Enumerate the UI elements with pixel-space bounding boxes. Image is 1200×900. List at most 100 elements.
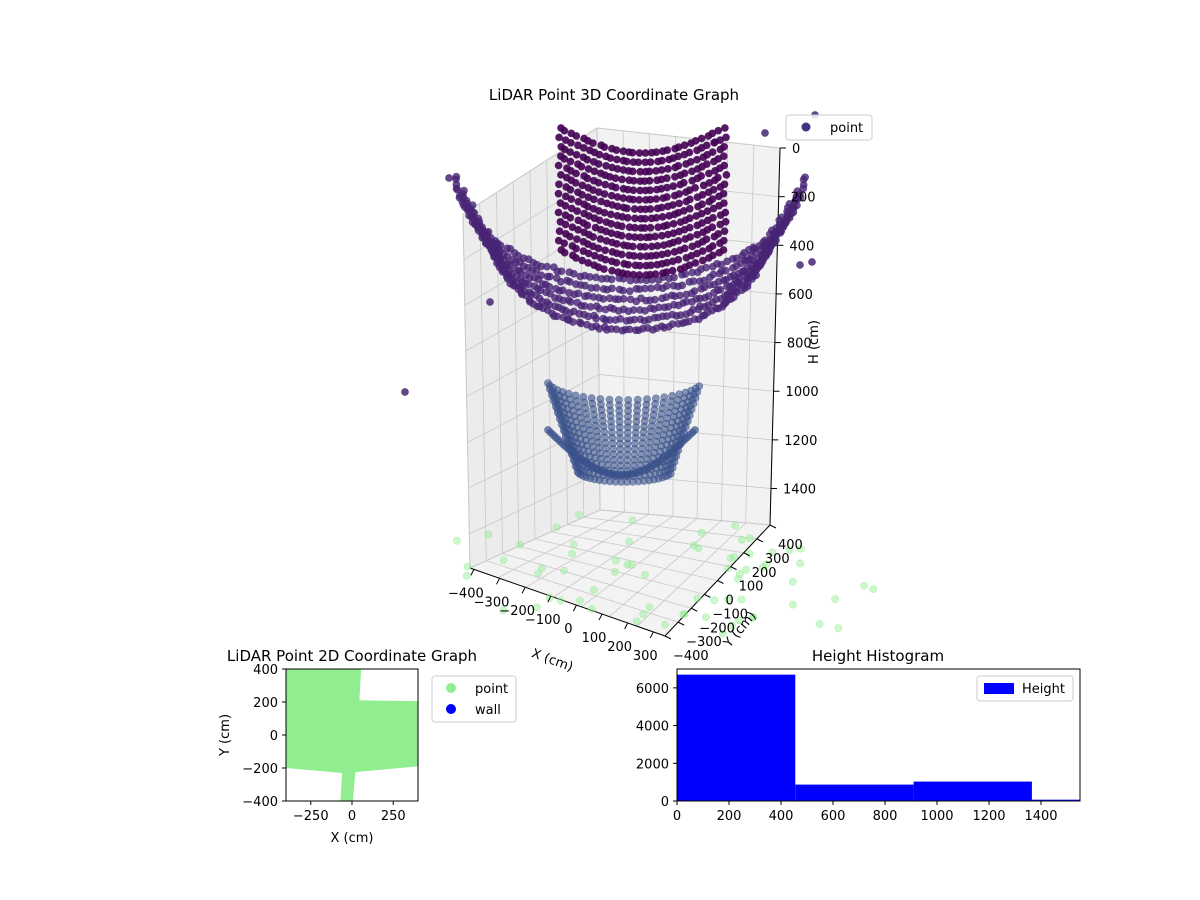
- histogram-ytick: 0: [661, 795, 669, 810]
- floor-point: [632, 617, 641, 626]
- floor-point: [860, 581, 868, 590]
- chart-2d-xlabel: X (cm): [331, 831, 374, 846]
- histogram-xtick: 1000: [920, 809, 953, 824]
- scan-point: [617, 231, 626, 240]
- scan-point: [590, 167, 599, 176]
- scan-point: [599, 314, 608, 323]
- x-tick-label: 100: [582, 631, 607, 646]
- scan-point: [679, 178, 688, 187]
- scan-point: [698, 200, 706, 209]
- scan-point: [663, 249, 672, 258]
- z-tick-label: 600: [788, 288, 813, 303]
- scan-point: [623, 213, 632, 222]
- scan-point: [571, 178, 580, 187]
- floor-point: [734, 575, 742, 583]
- chart-2d-ytick: −400: [242, 795, 278, 810]
- histogram-frame: [676, 668, 1081, 802]
- scan-point: [601, 180, 610, 189]
- scan-point: [601, 246, 609, 255]
- floor-point: [499, 606, 507, 615]
- floor-point: [627, 560, 636, 569]
- chart-2d-ytick: 400: [253, 663, 278, 678]
- floor-point: [759, 563, 767, 572]
- scan-point: [641, 214, 649, 223]
- legend-3d: point: [785, 114, 873, 141]
- scan-point: [594, 244, 603, 253]
- floor-point: [737, 595, 746, 604]
- scan-point: [566, 157, 575, 166]
- scan-point: [474, 214, 483, 223]
- floor-point: [463, 562, 472, 571]
- scan-point: [702, 141, 711, 150]
- histogram-ytick: 2000: [636, 757, 669, 772]
- scan-point: [668, 266, 677, 275]
- scan-point: [663, 193, 671, 201]
- floor-point: [484, 530, 493, 539]
- floor-point: [697, 528, 706, 537]
- y-tick-label: 300: [765, 552, 790, 567]
- floor-point: [728, 621, 736, 630]
- histogram-xtick: 400: [769, 809, 794, 824]
- points-3d: [401, 111, 878, 638]
- scan-point: [686, 195, 694, 204]
- histogram-title: Height Histogram: [812, 647, 944, 665]
- scan-point: [594, 178, 603, 187]
- scan-point: [554, 189, 563, 198]
- floor-point: [693, 594, 702, 603]
- legend-3d-marker: [801, 122, 811, 132]
- scan-point: [646, 158, 655, 166]
- histogram-xtick: 200: [717, 809, 742, 824]
- scan-point: [606, 154, 615, 162]
- scan-point: [674, 236, 683, 245]
- floor-point: [789, 577, 797, 586]
- chart-2d-xtick: 0: [348, 809, 356, 824]
- scan-point: [583, 221, 592, 230]
- floor-point: [623, 560, 632, 569]
- y-tick-label: −100: [712, 607, 748, 622]
- floor-point: [749, 613, 758, 621]
- scan-point: [555, 133, 563, 142]
- scan-point: [572, 244, 580, 253]
- scan-point: [719, 236, 728, 245]
- z-tick-label: 1200: [784, 434, 817, 449]
- floor-point: [625, 537, 633, 546]
- histogram-bar: [795, 784, 914, 801]
- z-tick-label: 800: [787, 337, 812, 352]
- chart-2d-ytick: 200: [253, 696, 278, 711]
- outlier-point: [761, 129, 769, 137]
- scan-point: [561, 220, 570, 229]
- floor-point: [661, 620, 669, 629]
- scan-point: [600, 208, 609, 217]
- y-tick-label: −200: [699, 621, 735, 636]
- floor-point: [611, 567, 619, 576]
- scan-point: [714, 173, 722, 182]
- scan-point: [572, 132, 581, 140]
- floor-point: [738, 535, 746, 544]
- floor-point: [534, 569, 543, 578]
- scan-point: [491, 240, 500, 249]
- floor-point: [690, 541, 698, 550]
- scan-point: [600, 190, 609, 198]
- scan-point: [720, 180, 729, 189]
- chart-2d-xtick: −250: [293, 809, 329, 824]
- scan-point: [708, 148, 717, 156]
- scan-point: [543, 272, 552, 281]
- floor-point: [645, 603, 654, 611]
- scan-point: [720, 199, 728, 207]
- scan-point: [697, 134, 706, 143]
- scan-point: [646, 205, 655, 213]
- x-tick-label: 0: [564, 622, 572, 637]
- scan-point: [577, 162, 586, 171]
- histogram-xtick: 800: [873, 809, 898, 824]
- floor-point: [499, 556, 508, 564]
- floor-point: [731, 521, 739, 530]
- scan-point: [468, 201, 477, 210]
- scan-point: [669, 182, 678, 191]
- floor-point: [568, 550, 576, 558]
- chart-histogram: Height Histogram 0 200 400 600 800 1000 1200 14…: [636, 647, 1081, 824]
- legend-histogram-swatch: [984, 683, 1014, 694]
- scan-point: [646, 223, 655, 232]
- chart-3d: LiDAR Point 3D Coordinate Graph 02004006…: [401, 86, 878, 675]
